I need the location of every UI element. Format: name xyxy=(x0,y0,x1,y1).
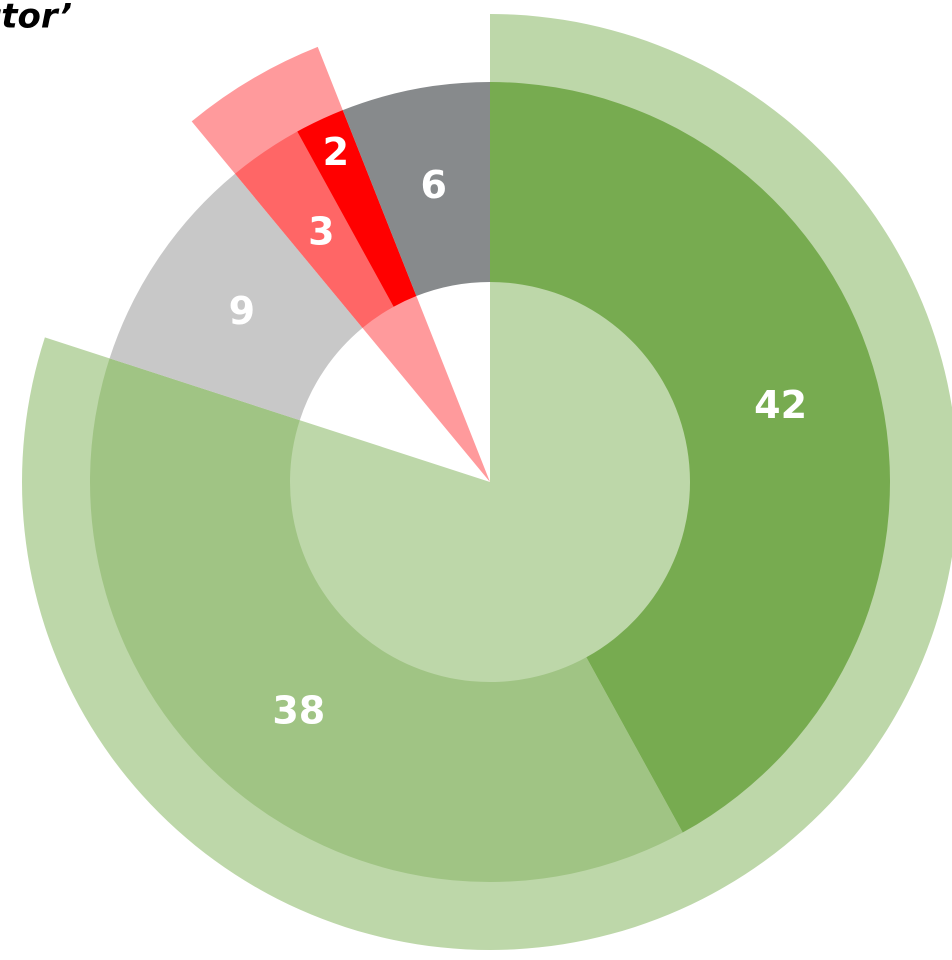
data-label: 2 xyxy=(323,130,349,174)
ring-segment xyxy=(235,131,394,328)
data-label: 6 xyxy=(421,163,447,207)
ring-segment xyxy=(90,358,683,882)
data-label: 3 xyxy=(308,209,334,253)
ring-segment xyxy=(109,173,363,421)
ring-segment xyxy=(342,82,490,297)
ring-segment xyxy=(297,110,417,307)
data-label: 42 xyxy=(754,383,807,427)
chart-title: ctor’ xyxy=(0,0,72,37)
data-label: 38 xyxy=(272,689,325,733)
data-label: 9 xyxy=(229,289,255,333)
ring-segment xyxy=(490,82,890,833)
